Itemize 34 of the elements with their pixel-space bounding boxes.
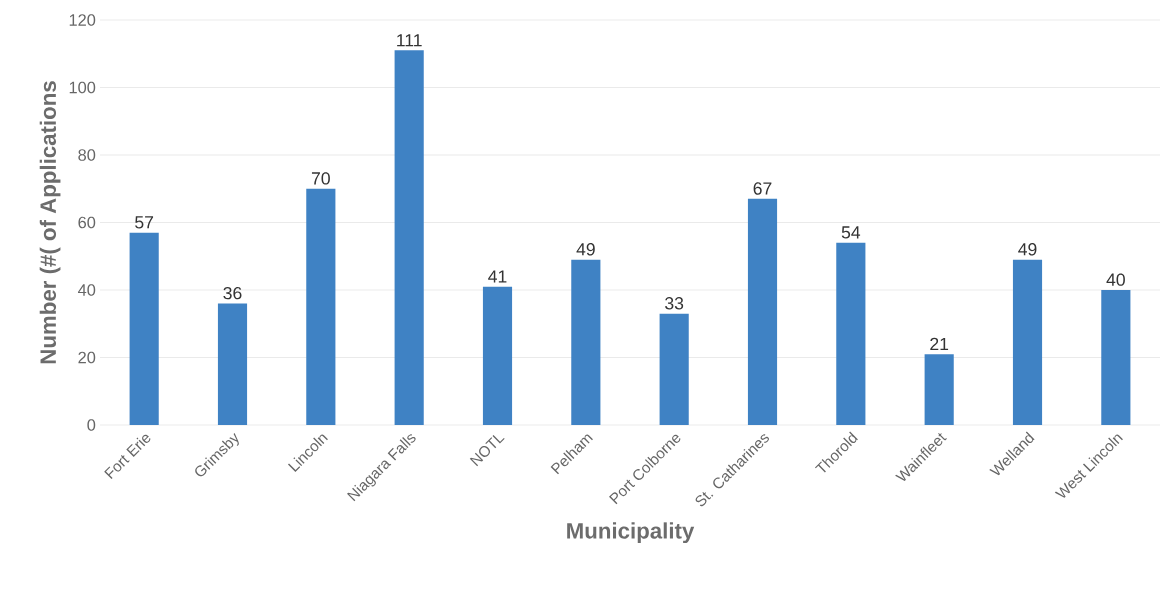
data-label: 67 [753, 182, 772, 195]
data-label: 49 [1018, 243, 1037, 256]
bar [482, 286, 513, 425]
y-axis-title: Number (#( of Applications [39, 81, 61, 364]
data-label: 41 [488, 270, 507, 283]
y-tick-label: 60 [78, 216, 96, 229]
y-tick-label: 40 [77, 284, 96, 296]
data-label: 33 [665, 297, 684, 310]
bar [747, 198, 778, 425]
x-tick-label: Fort Erie [104, 434, 151, 480]
data-label: 70 [311, 172, 330, 185]
data-label: 21 [930, 337, 949, 350]
y-tick-label: 20 [78, 351, 96, 364]
data-label: 49 [576, 243, 595, 256]
x-axis-title: Municipality [567, 522, 695, 544]
y-tick-label: 120 [69, 14, 96, 26]
data-label: 36 [223, 286, 242, 300]
bar [217, 303, 248, 425]
y-tick-label: 0 [87, 419, 96, 431]
data-label: 54 [841, 226, 861, 239]
bar [1101, 290, 1131, 425]
y-tick-label: 100 [69, 81, 96, 94]
bar [306, 188, 336, 425]
bar [1012, 259, 1043, 425]
bar [129, 232, 159, 425]
bar [394, 50, 424, 425]
data-label: 57 [135, 216, 154, 229]
bar [836, 242, 866, 425]
bar [924, 354, 954, 425]
y-tick-label: 80 [78, 149, 96, 161]
bar [659, 313, 689, 425]
bar [571, 259, 601, 425]
data-label: 40 [1106, 273, 1125, 286]
data-label: 111 [397, 34, 422, 47]
